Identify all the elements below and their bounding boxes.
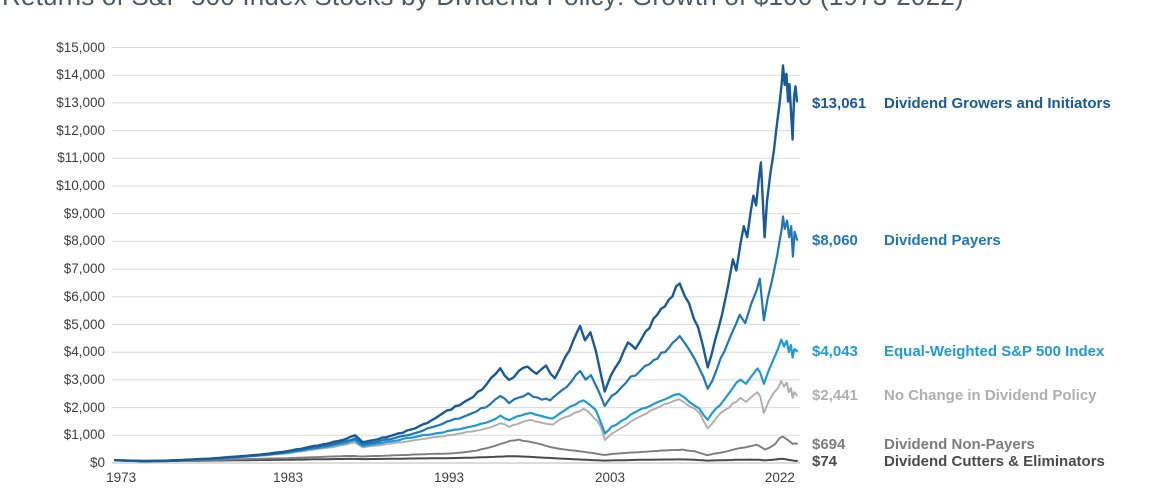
y-tick-label: $14,000 bbox=[56, 67, 105, 83]
x-tick-label: 2003 bbox=[594, 470, 625, 485]
y-tick-label: $6,000 bbox=[63, 288, 105, 304]
y-tick-label: $8,000 bbox=[63, 233, 105, 249]
y-tick-label: $2,000 bbox=[63, 399, 105, 415]
y-tick-label: $15,000 bbox=[56, 39, 105, 55]
y-tick-label: $4,000 bbox=[63, 344, 105, 360]
series-end-value: $13,061 bbox=[812, 94, 867, 112]
legend-row: $74 Dividend Cutters & Eliminators bbox=[812, 451, 1105, 471]
y-tick-label: $7,000 bbox=[63, 261, 105, 277]
y-tick-label: $5,000 bbox=[63, 316, 105, 332]
y-tick-label: $0 bbox=[89, 455, 105, 470]
series-name-label: Dividend Growers and Initiators bbox=[884, 94, 1111, 112]
series-end-value: $74 bbox=[812, 452, 838, 470]
series-line-dividend-payers bbox=[113, 215, 799, 463]
legend-row: $4,043 Equal-Weighted S&P 500 Index bbox=[812, 341, 1104, 361]
y-tick-label: $12,000 bbox=[56, 122, 105, 138]
series-line-dividend-non-payers bbox=[114, 435, 798, 463]
x-tick-label: 2022 bbox=[764, 470, 795, 485]
legend-row: $694 Dividend Non-Payers bbox=[812, 434, 1035, 454]
series-name-label: No Change in Dividend Policy bbox=[884, 386, 1097, 404]
y-tick-label: $1,000 bbox=[63, 427, 105, 443]
series-name-label: Dividend Cutters & Eliminators bbox=[884, 452, 1105, 470]
legend-row: $8,060 Dividend Payers bbox=[812, 230, 1001, 250]
x-tick-label: 1993 bbox=[433, 470, 464, 485]
series-name-label: Dividend Non-Payers bbox=[884, 435, 1035, 453]
series-line-no-change-in-dividend-policy bbox=[114, 380, 798, 462]
series-name-label: Equal-Weighted S&P 500 Index bbox=[884, 342, 1105, 360]
series-end-value: $4,043 bbox=[812, 342, 858, 360]
series-end-value: $2,441 bbox=[812, 386, 858, 404]
y-tick-label: $3,000 bbox=[63, 371, 105, 387]
series-end-value: $694 bbox=[812, 435, 846, 453]
y-tick-label: $11,000 bbox=[57, 150, 105, 166]
chart-title: Returns of S&P 500 Index Stocks by Divid… bbox=[2, 0, 1142, 12]
legend-row: $13,061 Dividend Growers and Initiators bbox=[812, 93, 1111, 113]
series-end-value: $8,060 bbox=[812, 231, 858, 249]
y-tick-label: $9,000 bbox=[63, 205, 105, 221]
legend-row: $2,441 No Change in Dividend Policy bbox=[812, 385, 1097, 405]
y-tick-label: $10,000 bbox=[56, 178, 105, 193]
series-name-label: Dividend Payers bbox=[884, 231, 1001, 249]
y-tick-label: $13,000 bbox=[56, 94, 105, 110]
series-line-dividend-growers-and-initiators bbox=[113, 64, 799, 463]
x-tick-label: 1983 bbox=[272, 470, 304, 485]
x-tick-label: 1973 bbox=[106, 470, 137, 485]
